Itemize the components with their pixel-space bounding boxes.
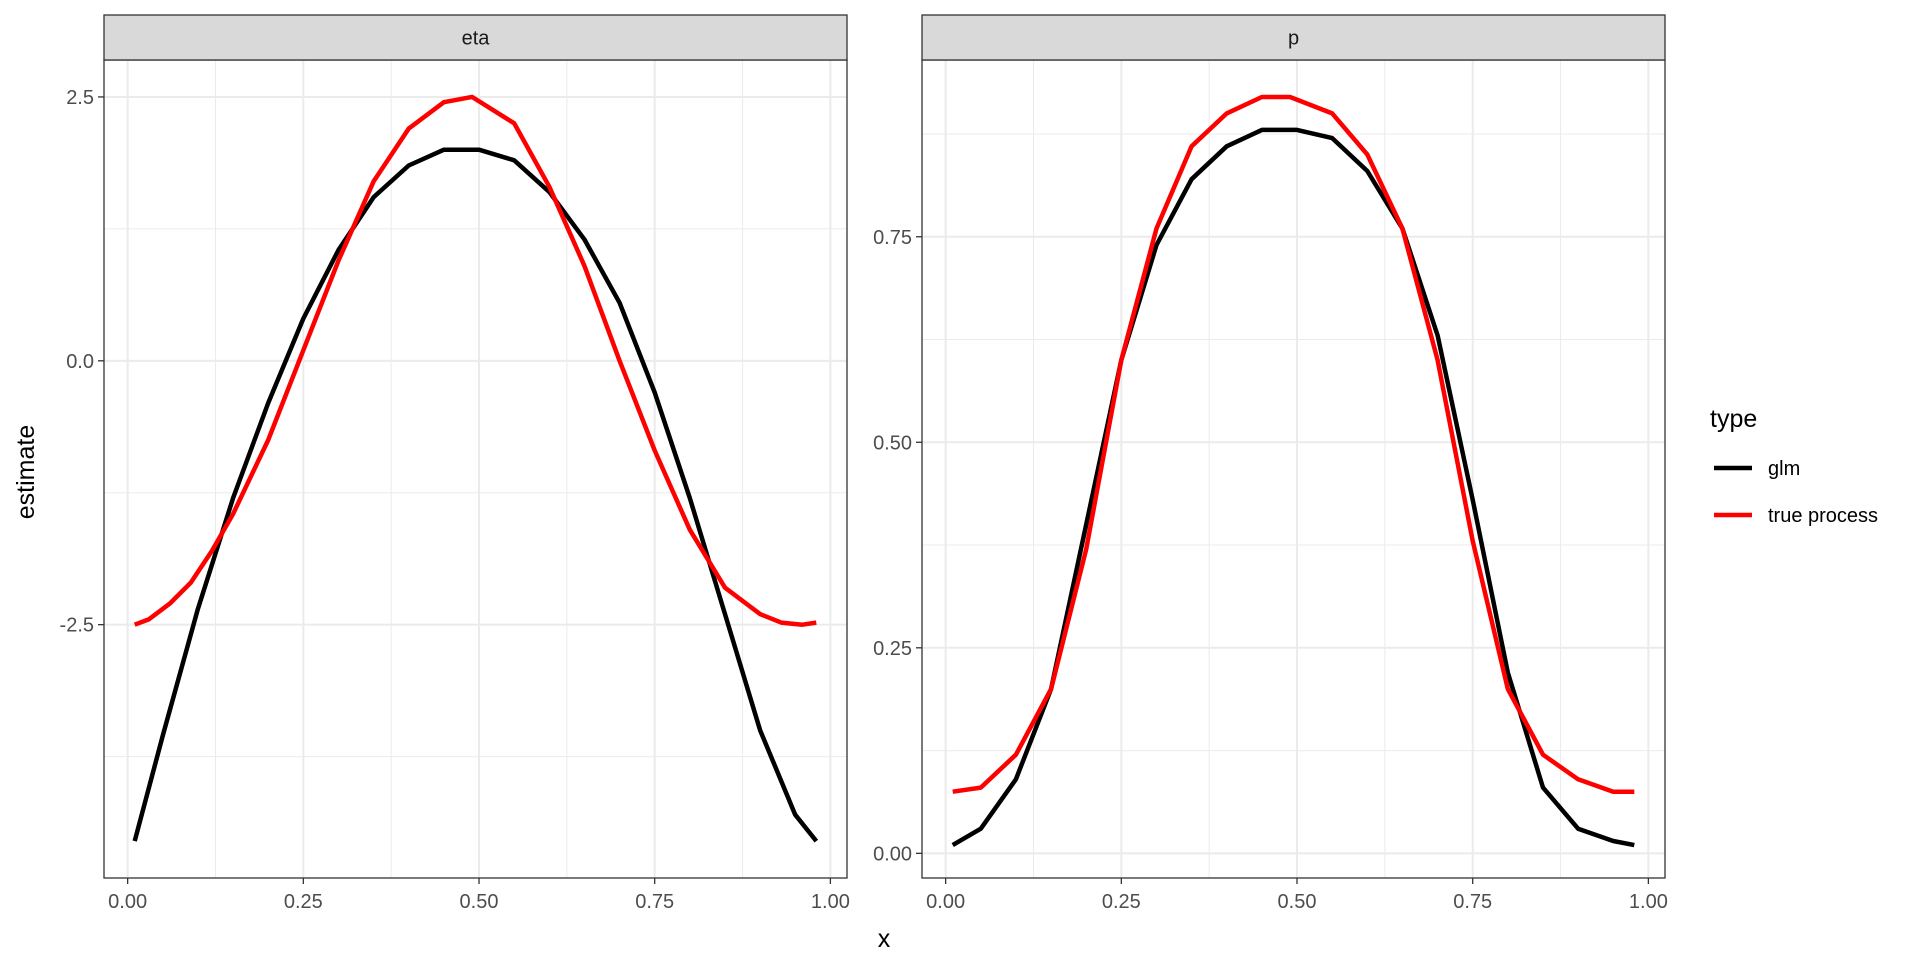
panel-eta: eta 0.00 0.25 0.50 0.75 1.00 -2.5 0.0 2.5 bbox=[60, 14, 850, 913]
x-tick-label: 0.50 bbox=[1278, 891, 1317, 913]
strip-label: eta bbox=[462, 28, 491, 50]
x-tick-label: 0.50 bbox=[460, 891, 499, 913]
panel-background bbox=[104, 60, 847, 878]
legend-title: type bbox=[1710, 405, 1757, 433]
x-tick-label: 0.00 bbox=[108, 891, 147, 913]
x-tick-label: 1.00 bbox=[811, 891, 850, 913]
panel-p: p 0.00 0.25 0.50 0.75 1.00 0.00 0.25 0.50 0.75 bbox=[873, 14, 1668, 913]
legend-label: true process bbox=[1768, 505, 1878, 527]
x-tick-label: 0.00 bbox=[926, 891, 965, 913]
strip-background bbox=[103, 14, 848, 61]
legend-item-glm: glm bbox=[1714, 458, 1800, 480]
y-tick-label: 0.75 bbox=[873, 227, 912, 249]
y-tick-label: -2.5 bbox=[60, 615, 94, 637]
x-tick-label: 0.25 bbox=[284, 891, 323, 913]
y-axis-title: estimate bbox=[12, 425, 40, 519]
y-tick-label: 0.25 bbox=[873, 638, 912, 660]
x-axis-title: x bbox=[878, 925, 891, 953]
y-tick-label: 0.00 bbox=[873, 843, 912, 865]
x-tick-label: 1.00 bbox=[1629, 891, 1668, 913]
x-tick-label: 0.75 bbox=[1453, 891, 1492, 913]
series-line-true-process bbox=[133, 94, 817, 627]
y-tick-label: 0.0 bbox=[66, 351, 94, 373]
legend-label: glm bbox=[1768, 458, 1800, 480]
y-tick-label: 2.5 bbox=[66, 87, 94, 109]
panel-background bbox=[922, 60, 1665, 878]
x-tick-label: 0.25 bbox=[1102, 891, 1141, 913]
strip-label: p bbox=[1288, 28, 1299, 50]
x-tick-label: 0.75 bbox=[635, 891, 674, 913]
series-line-true-process bbox=[952, 94, 1635, 794]
panels: eta 0.00 0.25 0.50 0.75 1.00 -2.5 0.0 2.5 p 0.00 0.… bbox=[60, 14, 1668, 913]
series-line-glm bbox=[132, 147, 819, 843]
y-tick-label: 0.50 bbox=[873, 432, 912, 454]
legend: type glm true process bbox=[1710, 405, 1878, 527]
strip-background bbox=[921, 14, 1666, 61]
legend-item-true-process: true process bbox=[1714, 505, 1878, 527]
